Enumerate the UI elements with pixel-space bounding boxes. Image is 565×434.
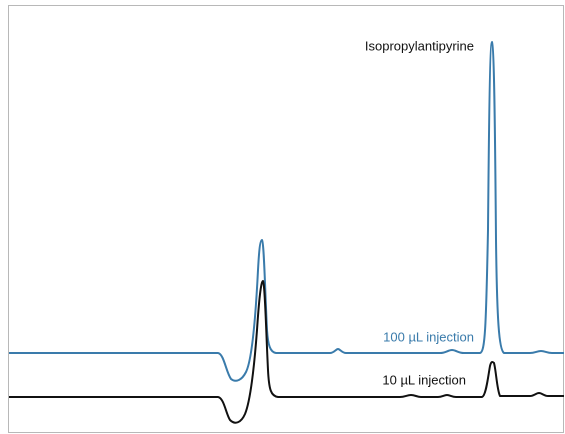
- trace-label: 10 µL injection: [382, 372, 466, 387]
- trace-100ul: [9, 41, 564, 382]
- peak-annotation: Isopropylantipyrine: [365, 38, 474, 53]
- trace-label: 100 µL injection: [383, 329, 474, 344]
- plot-frame: [8, 5, 564, 433]
- trace-10ul: [9, 280, 564, 424]
